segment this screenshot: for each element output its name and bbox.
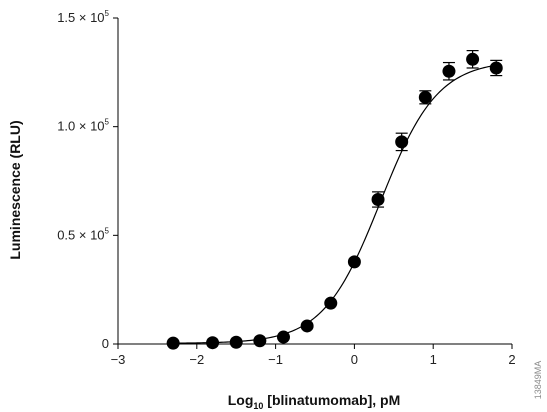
y-tick-label-exponent: 5	[105, 226, 110, 235]
x-tick-group: −3 −2 −1 0 1 2	[111, 344, 516, 367]
x-tick-label: 2	[508, 352, 515, 367]
data-point	[276, 330, 290, 344]
x-tick-label: −2	[189, 352, 204, 367]
data-point	[253, 334, 267, 348]
data-point	[347, 255, 361, 269]
data-point	[466, 52, 480, 66]
x-tick-label: 0	[351, 352, 358, 367]
y-tick-label-base: 0	[102, 336, 109, 351]
data-point	[418, 90, 432, 104]
data-point	[206, 336, 220, 350]
data-point	[324, 296, 338, 310]
data-point	[395, 135, 409, 149]
x-axis-title-main: Log	[228, 392, 254, 408]
figure-code: 13849MA	[533, 361, 543, 400]
data-point-group	[166, 52, 503, 350]
fit-curve	[173, 64, 497, 344]
y-tick-label: 0.5 × 105	[57, 226, 109, 242]
data-point	[489, 61, 503, 75]
x-axis-title-subscript: 10	[253, 401, 263, 411]
y-tick-label: 1.0 × 105	[57, 118, 109, 134]
y-tick-label-exponent: 5	[105, 9, 110, 18]
x-tick-label: −1	[268, 352, 283, 367]
data-point	[300, 319, 314, 333]
data-point	[166, 336, 180, 350]
y-tick-label: 0	[102, 336, 109, 351]
x-tick-label: 1	[430, 352, 437, 367]
data-point	[371, 192, 385, 206]
y-tick-label-base: 1.5 × 10	[57, 10, 104, 25]
data-point	[229, 335, 243, 349]
y-tick-label-base: 0.5 × 10	[57, 227, 104, 242]
y-tick-label: 1.5 × 105	[57, 9, 109, 25]
x-tick-label: −3	[111, 352, 126, 367]
y-axis-title: Luminescence (RLU)	[7, 120, 23, 259]
y-tick-label-exponent: 5	[105, 118, 110, 127]
x-axis-title: Log10 [blinatumomab], pM	[228, 392, 401, 411]
y-tick-label-base: 1.0 × 10	[57, 119, 104, 134]
data-point	[442, 64, 456, 78]
error-bar-group	[372, 49, 503, 208]
x-axis-title-rest: [blinatumomab], pM	[263, 392, 400, 408]
